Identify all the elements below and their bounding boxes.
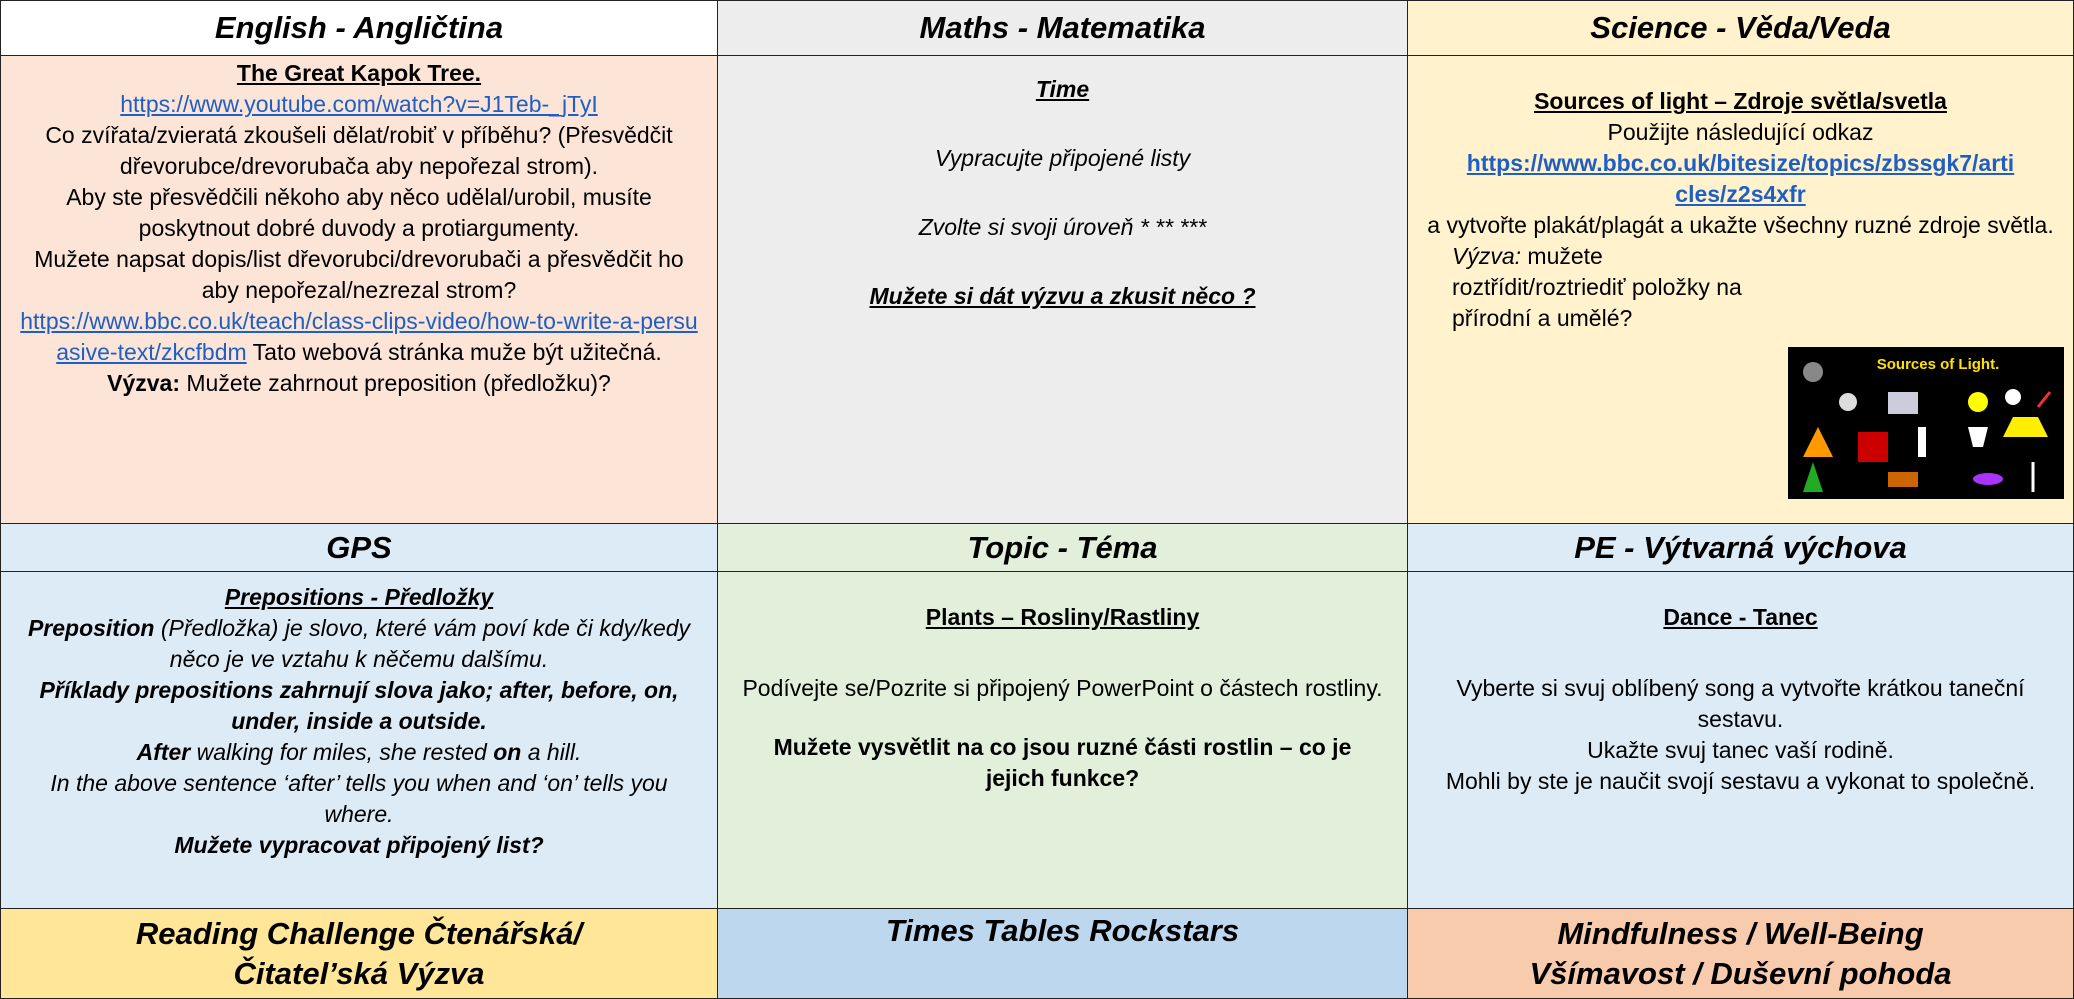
- paragraph: Mužete vysvětlit na co jsou ruzné části …: [773, 734, 1352, 791]
- paragraph: Použijte následující odkaz: [1607, 119, 1874, 145]
- header-text: Science - Věda/Veda: [1590, 10, 1891, 45]
- header-text: GPS: [326, 529, 392, 565]
- header: Reading Challenge Čtenářská/Čitatel’ská …: [0, 908, 718, 999]
- paragraph: Mohli by ste je naučit svojí sestavu a v…: [1445, 768, 2036, 794]
- maths-cell: Time Vypracujte připojené listy Zvolte s…: [717, 55, 1408, 524]
- paragraph: Co zvířata/zvieratá zkoušeli dělat/robiť…: [45, 122, 673, 179]
- header: Mindfulness / Well-Being Všímavost / Duš…: [1407, 908, 2074, 999]
- paragraph: Vypracujte připojené listy: [934, 145, 1191, 171]
- label: Výzva:: [1452, 243, 1522, 269]
- image: Sources of Light.: [1788, 347, 2064, 499]
- cell-title: Plants – Rosliny/Rastliny: [925, 604, 1200, 630]
- text: on: [493, 739, 522, 765]
- cell-title: Sources of light – Zdroje světla/svetla: [1534, 88, 1947, 114]
- paragraph: mužete roztřídit/roztriediť položky na p…: [1452, 243, 1742, 331]
- cell-title: Prepositions - Předložky: [224, 584, 494, 610]
- text: walking for miles, she rested: [196, 739, 487, 765]
- link[interactable]: https://www.bbc.co.uk/teach/class-clips-…: [20, 308, 698, 365]
- header-text: English - Angličtina: [214, 10, 504, 45]
- header: GPS: [0, 523, 718, 572]
- link[interactable]: https://www.bbc.co.uk/bitesize/topics/zb…: [1466, 150, 2015, 207]
- paragraph: Mužete si dát výzvu a zkusit něco ?: [869, 283, 1256, 309]
- label: Preposition: [27, 615, 155, 641]
- science-cell: Sources of light – Zdroje světla/svetla …: [1407, 55, 2074, 524]
- pe-cell: Dance - Tanec Vyberte si svuj oblíbený s…: [1407, 571, 2074, 909]
- topic-cell: Plants – Rosliny/Rastliny Podívejte se/P…: [717, 571, 1408, 909]
- paragraph: Aby ste přesvědčili někoho aby něco uděl…: [66, 184, 652, 241]
- header: Times Tables Rockstars: [717, 908, 1408, 999]
- header: PE - Výtvarná výchova: [1407, 523, 2074, 572]
- text: a hill.: [527, 739, 582, 765]
- paragraph: Zvolte si svoji úroveň * ** ***: [918, 214, 1207, 240]
- text: After: [136, 739, 191, 765]
- cell-title: Time: [1035, 76, 1090, 102]
- header-text: Reading Challenge Čtenářská/Čitatel’ská …: [135, 915, 583, 991]
- header: English - Angličtina: [0, 0, 718, 56]
- paragraph: Mužete vypracovat připojený list?: [174, 832, 544, 858]
- header-text: Topic - Téma: [967, 529, 1158, 565]
- paragraph: Příklady prepositions zahrnují slova jak…: [39, 677, 679, 734]
- paragraph: Vyberte si svuj oblíbený song a vytvořte…: [1456, 675, 2025, 732]
- english-cell: The Great Kapok Tree. https://www.youtub…: [0, 55, 718, 524]
- cell-title: Dance - Tanec: [1663, 604, 1818, 630]
- image-caption: Sources of Light.: [1877, 356, 2000, 373]
- gps-cell: Prepositions - Předložky Preposition (Př…: [0, 571, 718, 909]
- paragraph: Mužete napsat dopis/list dřevorubci/drev…: [34, 246, 684, 303]
- cell-title: The Great Kapok Tree.: [236, 60, 482, 86]
- paragraph: a vytvořte plakát/plagát a ukažte všechn…: [1427, 212, 2054, 238]
- paragraph: Podívejte se/Pozrite si připojený PowerP…: [742, 675, 1383, 701]
- header-text: Mindfulness / Well-Being Všímavost / Duš…: [1529, 915, 1952, 991]
- header: Maths - Matematika: [717, 0, 1408, 56]
- paragraph: In the above sentence ‘after’ tells you …: [50, 770, 668, 827]
- header-text: PE - Výtvarná výchova: [1574, 529, 1907, 565]
- header-text: Times Tables Rockstars: [885, 913, 1240, 948]
- paragraph: Mužete zahrnout preposition (předložku)?: [186, 370, 611, 396]
- header: Topic - Téma: [717, 523, 1408, 572]
- link[interactable]: https://www.youtube.com/watch?v=J1Teb-_j…: [120, 91, 598, 117]
- paragraph: Tato webová stránka muže být užitečná.: [252, 339, 662, 365]
- header: Science - Věda/Veda: [1407, 0, 2074, 56]
- paragraph: (Předložka) je slovo, které vám poví kde…: [160, 615, 691, 672]
- header-text: Maths - Matematika: [919, 10, 1206, 45]
- label: Výzva:: [107, 370, 180, 396]
- paragraph: Ukažte svuj tanec vaší rodině.: [1587, 737, 1894, 763]
